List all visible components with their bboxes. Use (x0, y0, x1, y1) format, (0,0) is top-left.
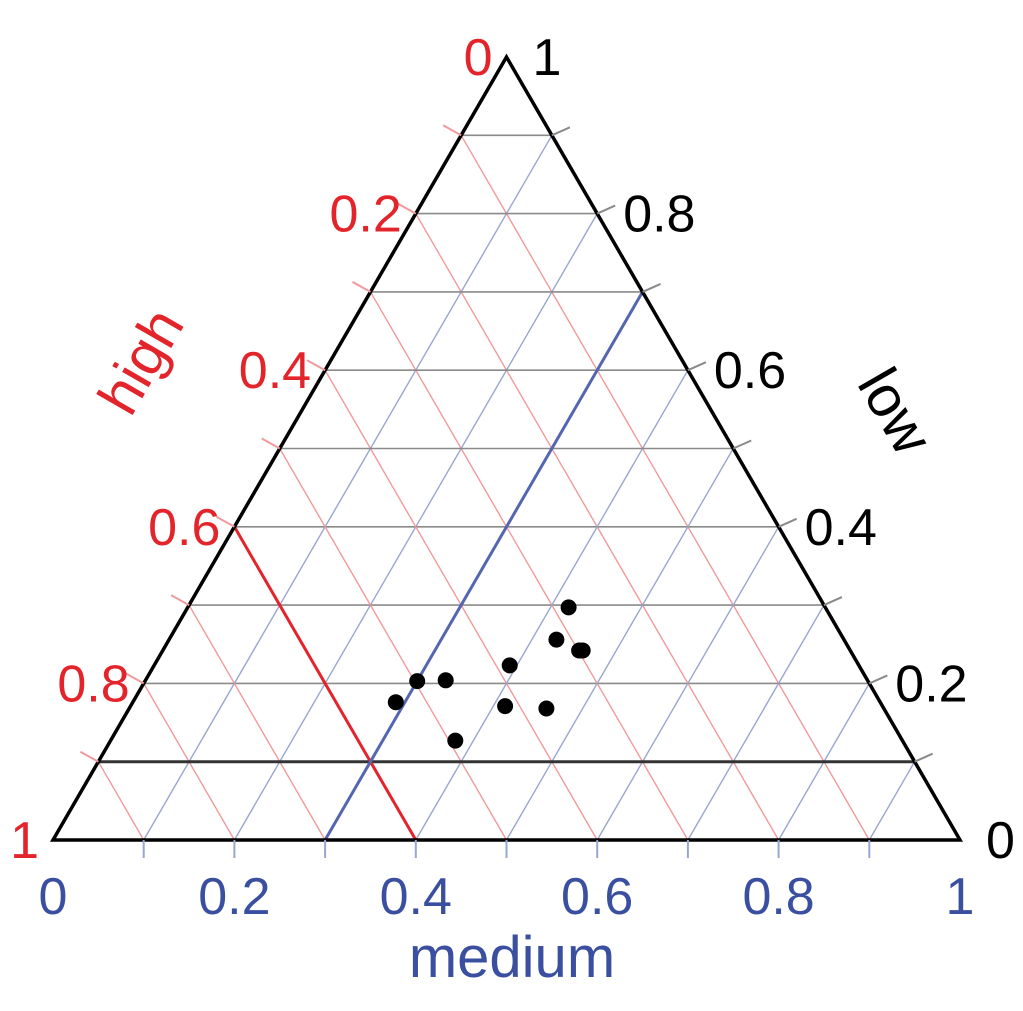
medium-tick-label: 0 (39, 868, 68, 926)
grid-lines (97, 134, 916, 841)
tick-low (551, 126, 571, 137)
grid-line-medium (687, 604, 825, 841)
tick-low (732, 439, 752, 450)
high-tick-label: 0.4 (239, 342, 311, 400)
high-tick-label: 0.2 (330, 186, 402, 244)
data-point (409, 673, 426, 690)
high-axis-title: high (86, 298, 197, 425)
low-tick-label: 0.2 (895, 655, 967, 713)
data-point (447, 732, 464, 749)
data-point (501, 657, 518, 674)
grid-line-medium (596, 526, 780, 841)
data-point (387, 694, 404, 711)
tick-high (442, 124, 462, 137)
medium-tick-label: 0.8 (742, 868, 814, 926)
medium-tick-label: 0.4 (380, 868, 452, 926)
tick-high (170, 594, 190, 606)
grid-line-high (369, 291, 689, 841)
tick-high (215, 515, 235, 528)
grid-line-medium (143, 134, 553, 841)
low-tick-label: 1 (533, 29, 562, 87)
tick-high (397, 202, 417, 215)
tick-low (914, 752, 934, 763)
data-point (538, 700, 555, 717)
tick-high (125, 672, 145, 685)
tick-low (778, 517, 798, 528)
low-tick-label: 0.6 (714, 342, 786, 400)
data-points (387, 599, 591, 749)
low-tick-label: 0.4 (805, 499, 877, 557)
tick-labels: 0 0.2 0.4 0.6 0.8 100.20.40.60.8100.20.40.60.… (10, 29, 1015, 926)
high-tick-label: 0.6 (148, 499, 220, 557)
data-point (574, 642, 591, 659)
tick-low (642, 282, 661, 293)
high-tick-label: 0.8 (57, 655, 129, 713)
grid-line-high (460, 134, 870, 841)
low-tick-label: 0.8 (623, 186, 695, 244)
tick-low (596, 204, 616, 215)
grid-line-high (279, 448, 508, 841)
grid-line-medium (505, 448, 734, 841)
grid-line-high (188, 604, 326, 841)
reference-line-medium (323, 291, 644, 841)
data-point (437, 672, 454, 689)
data-point (497, 698, 514, 715)
medium-axis-title: medium (409, 925, 615, 990)
high-tick-label: 1 (10, 812, 39, 870)
tick-high (261, 437, 281, 450)
tick-high (306, 359, 326, 372)
medium-tick-label: 1 (946, 868, 975, 926)
low-tick-label: 0 (986, 812, 1015, 870)
tick-high (79, 750, 99, 763)
reference-line-high (233, 526, 418, 841)
high-tick-label: 0 (464, 29, 493, 87)
tick-low (868, 674, 888, 685)
medium-tick-label: 0.6 (561, 868, 633, 926)
data-point (548, 631, 565, 648)
data-point (560, 599, 577, 616)
tick-high (351, 281, 371, 293)
grid-line-high (97, 761, 145, 841)
grid-line-medium (868, 761, 916, 841)
tick-low (823, 596, 843, 607)
medium-tick-label: 0.2 (198, 868, 270, 926)
tick-marks (79, 124, 934, 858)
reference-lines (98, 291, 915, 841)
tick-low (687, 361, 707, 372)
low-axis-title: low (845, 357, 945, 466)
